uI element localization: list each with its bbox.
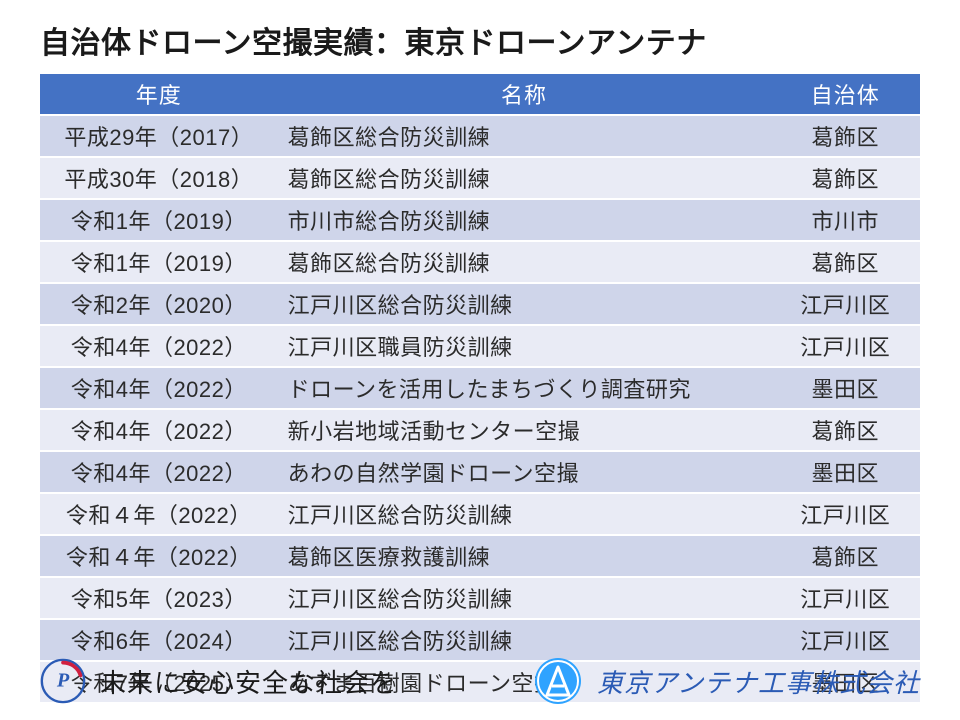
cell-name: 江戸川区総合防災訓練 (278, 620, 771, 660)
cell-year: 令和4年（2022） (40, 410, 278, 450)
table-header-year: 年度 (40, 74, 278, 114)
cell-muni: 江戸川区 (770, 578, 920, 618)
results-table: 年度名称自治体 平成29年（2017）葛飾区総合防災訓練葛飾区平成30年（201… (40, 72, 920, 704)
cell-year: 令和1年（2019） (40, 200, 278, 240)
cell-name: 葛飾区医療救護訓練 (278, 536, 771, 576)
cell-year: 令和6年（2024） (40, 620, 278, 660)
cell-name: 新小岩地域活動センター空撮 (278, 410, 771, 450)
cell-name: あわの自然学園ドローン空撮 (278, 452, 771, 492)
cell-muni: 江戸川区 (770, 284, 920, 324)
table-row: 平成30年（2018）葛飾区総合防災訓練葛飾区 (40, 158, 920, 198)
cell-muni: 葛飾区 (770, 410, 920, 450)
company-name: 東京アンテナ工事株式会社 (597, 663, 920, 700)
cell-muni: 江戸川区 (770, 620, 920, 660)
cell-muni: 江戸川区 (770, 494, 920, 534)
cell-year: 令和4年（2022） (40, 326, 278, 366)
cell-name: 江戸川区職員防災訓練 (278, 326, 771, 366)
cell-year: 平成29年（2017） (40, 116, 278, 156)
table-row: 令和4年（2022）江戸川区職員防災訓練江戸川区 (40, 326, 920, 366)
cell-year: 令和４年（2022） (40, 494, 278, 534)
cell-name: 江戸川区総合防災訓練 (278, 494, 771, 534)
table-header-name: 名称 (278, 74, 771, 114)
table-row: 令和４年（2022）葛飾区医療救護訓練葛飾区 (40, 536, 920, 576)
table-row: 令和４年（2022）江戸川区総合防災訓練江戸川区 (40, 494, 920, 534)
cell-muni: 葛飾区 (770, 158, 920, 198)
cell-muni: 墨田区 (770, 452, 920, 492)
table-row: 令和4年（2022）あわの自然学園ドローン空撮墨田区 (40, 452, 920, 492)
cell-muni: 葛飾区 (770, 536, 920, 576)
cell-name: 葛飾区総合防災訓練 (278, 116, 771, 156)
table-header-muni: 自治体 (770, 74, 920, 114)
cell-name: 市川市総合防災訓練 (278, 200, 771, 240)
cell-muni: 江戸川区 (770, 326, 920, 366)
cell-year: 平成30年（2018） (40, 158, 278, 198)
cell-muni: 市川市 (770, 200, 920, 240)
table-header-row: 年度名称自治体 (40, 74, 920, 114)
cell-year: 令和2年（2020） (40, 284, 278, 324)
cell-year: 令和1年（2019） (40, 242, 278, 282)
footer: P 未来に安心安全な社会を 東京アンテナ工事株式会社 (0, 656, 960, 706)
cell-name: 江戸川区総合防災訓練 (278, 578, 771, 618)
table-row: 令和2年（2020）江戸川区総合防災訓練江戸川区 (40, 284, 920, 324)
cell-year: 令和4年（2022） (40, 452, 278, 492)
cell-year: 令和４年（2022） (40, 536, 278, 576)
table-row: 令和6年（2024）江戸川区総合防災訓練江戸川区 (40, 620, 920, 660)
cell-muni: 墨田区 (770, 368, 920, 408)
privacy-mark-icon: P (40, 658, 86, 704)
table-row: 令和4年（2022）ドローンを活用したまちづくり調査研究墨田区 (40, 368, 920, 408)
cell-name: 江戸川区総合防災訓練 (278, 284, 771, 324)
cell-name: ドローンを活用したまちづくり調査研究 (278, 368, 771, 408)
table-row: 平成29年（2017）葛飾区総合防災訓練葛飾区 (40, 116, 920, 156)
cell-name: 葛飾区総合防災訓練 (278, 158, 771, 198)
cell-muni: 葛飾区 (770, 242, 920, 282)
cell-year: 令和4年（2022） (40, 368, 278, 408)
table-row: 令和5年（2023）江戸川区総合防災訓練江戸川区 (40, 578, 920, 618)
cell-year: 令和5年（2023） (40, 578, 278, 618)
table-row: 令和1年（2019）市川市総合防災訓練市川市 (40, 200, 920, 240)
svg-text:P: P (56, 670, 70, 692)
table-row: 令和1年（2019）葛飾区総合防災訓練葛飾区 (40, 242, 920, 282)
page-title: 自治体ドローン空撮実績：東京ドローンアンテナ (40, 18, 920, 62)
cell-name: 葛飾区総合防災訓練 (278, 242, 771, 282)
table-row: 令和4年（2022）新小岩地域活動センター空撮葛飾区 (40, 410, 920, 450)
company-logo-icon (533, 656, 583, 706)
cell-muni: 葛飾区 (770, 116, 920, 156)
footer-slogan: 未来に安心安全な社会を (100, 663, 397, 700)
